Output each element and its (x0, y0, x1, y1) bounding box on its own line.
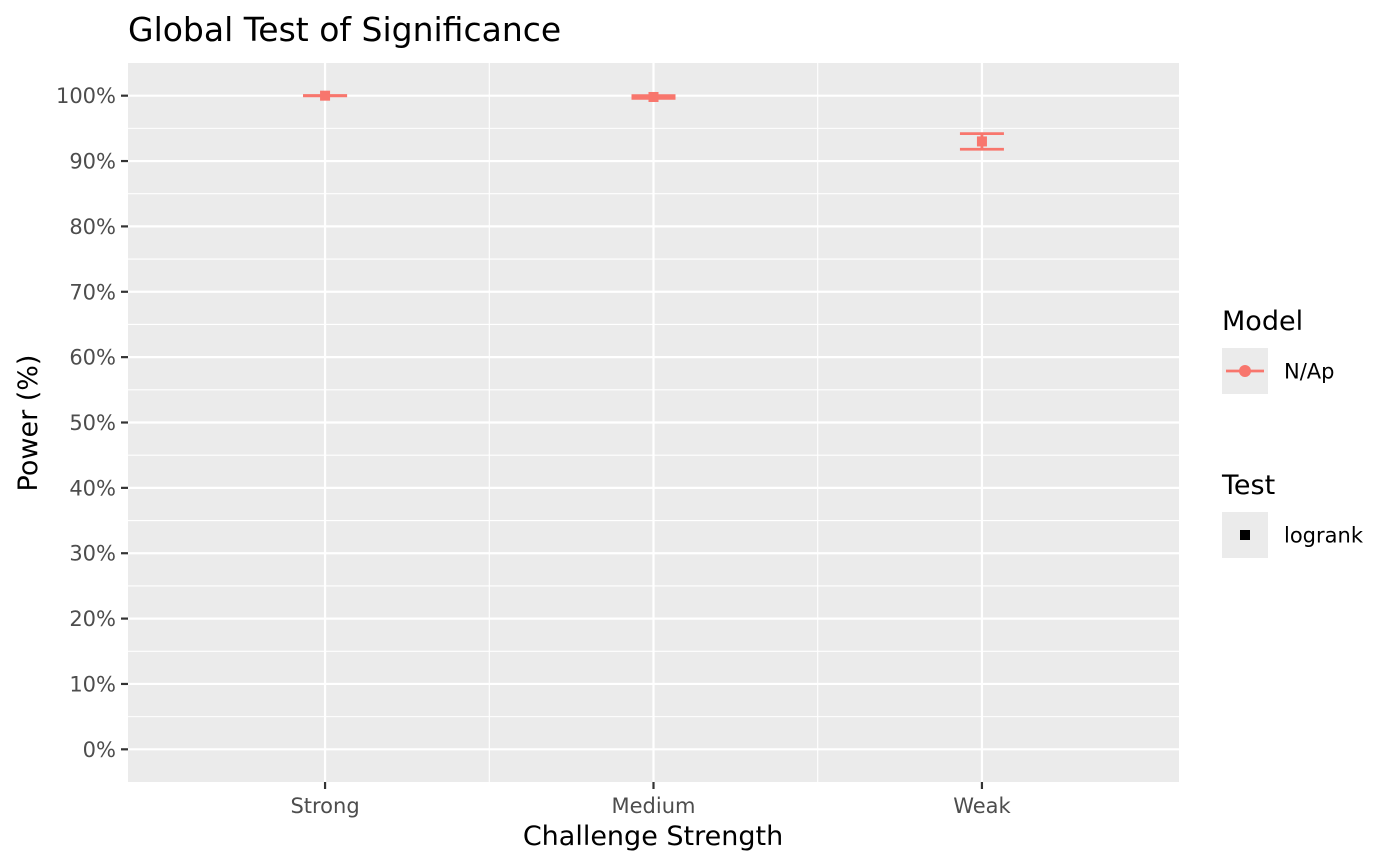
y-tick-label: 20% (69, 607, 116, 631)
x-tick-label: Strong (290, 794, 359, 818)
x-tick-label: Weak (953, 794, 1011, 818)
y-tick-label: 60% (69, 346, 116, 370)
y-axis-title: Power (%) (13, 355, 44, 492)
y-tick-label: 90% (69, 150, 116, 174)
data-point (648, 91, 659, 102)
x-tick-label: Medium (612, 794, 696, 818)
y-tick-label: 80% (69, 215, 116, 239)
data-point (976, 136, 987, 147)
y-tick-label: 100% (56, 84, 116, 108)
data-layer (303, 90, 1004, 151)
legend-key-square (1240, 530, 1250, 540)
y-tick-label: 30% (69, 542, 116, 566)
x-axis: Strong Medium Weak (290, 782, 1012, 818)
y-tick-label: 10% (69, 672, 116, 696)
legend-title: Model (1222, 306, 1303, 337)
legend-title: Test (1221, 470, 1275, 501)
x-axis-title: Challenge Strength (523, 821, 783, 852)
y-tick-label: 40% (69, 476, 116, 500)
y-tick-label: 0% (83, 738, 116, 762)
y-tick-label: 50% (69, 411, 116, 435)
y-tick-label: 70% (69, 280, 116, 304)
y-axis: 0% 10% 20% 30% 40% 50% 60% 70% 80% 90% 100% (56, 84, 128, 762)
legend-label: N/Ap (1284, 360, 1334, 384)
legend-key-point (1239, 365, 1251, 377)
chart-title: Global Test of Significance (128, 10, 561, 49)
data-point (320, 90, 331, 101)
grid-lines (128, 63, 1179, 782)
legend: Model N/Ap Test logrank (1221, 306, 1364, 558)
legend-label: logrank (1284, 524, 1364, 548)
